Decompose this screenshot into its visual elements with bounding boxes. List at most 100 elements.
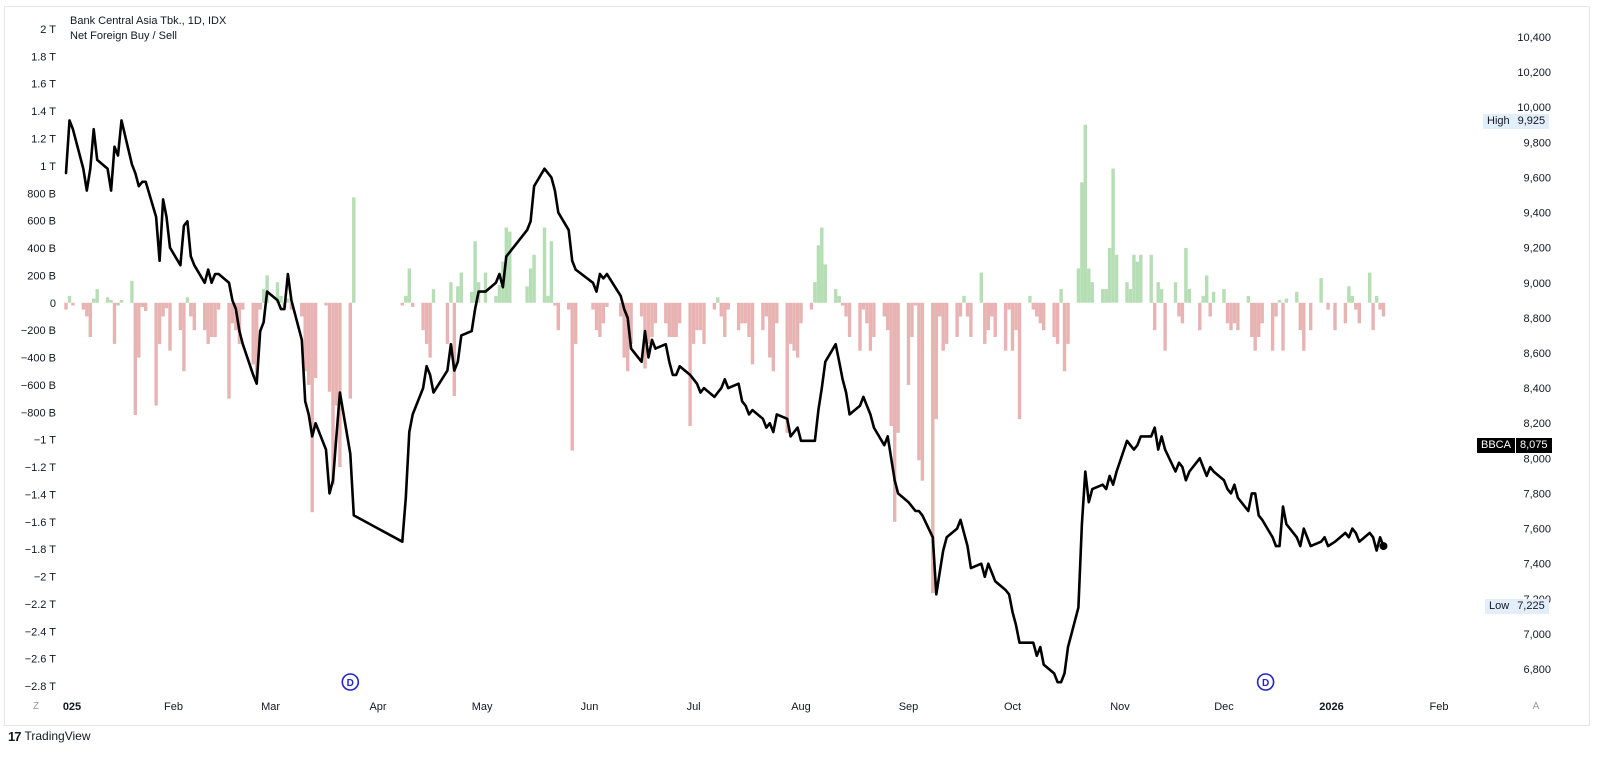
time-axis-tick-label: Apr: [369, 701, 386, 713]
flow-bar: [792, 302, 796, 351]
left-axis: 2 T 1.8 T 1.6 T 1.4 T 1.2 T 1 T 800 B 600 B 400 …: [21, 24, 56, 693]
chart-title[interactable]: Bank Central Asia Tbk., 1D, IDX: [70, 15, 227, 27]
flow-bar: [182, 302, 186, 372]
dividend-marker-label: D: [1262, 678, 1269, 689]
flow-bar: [1066, 302, 1070, 344]
flow-bar: [407, 268, 411, 303]
flow-bar: [1080, 182, 1084, 303]
time-axis-tick-label: Aug: [791, 701, 811, 713]
flow-bar: [452, 302, 456, 396]
flow-bar: [962, 295, 966, 303]
flow-bar: [1357, 302, 1361, 324]
low-badge: Low 7,225: [1485, 599, 1549, 614]
left-axis-tick-label: −1.4 T: [25, 489, 57, 501]
time-axis-tick-label: Sep: [899, 701, 919, 713]
right-axis-tick-label: 8,600: [1523, 348, 1551, 360]
flow-bar: [456, 286, 460, 303]
last-price-dot: [1379, 542, 1388, 551]
flow-bar: [303, 302, 307, 372]
flow-bar: [556, 302, 560, 331]
flow-bar: [1236, 302, 1240, 331]
flow-bar: [1274, 302, 1278, 317]
flow-bar: [1378, 302, 1382, 310]
flow-bar: [483, 272, 488, 303]
flow-bar: [206, 302, 210, 344]
flow-bar: [300, 302, 304, 317]
flow-bar: [702, 302, 706, 344]
flow-bar: [716, 297, 720, 303]
flow-bar: [1326, 302, 1330, 310]
flow-bar: [688, 302, 692, 426]
last-price-value: 8,075: [1519, 439, 1548, 451]
flow-bar: [459, 272, 463, 303]
flow-bar: [445, 302, 450, 344]
flow-bar: [137, 302, 141, 358]
flow-bar: [1201, 295, 1205, 303]
flow-bar: [1087, 268, 1091, 303]
flow-bar: [1284, 298, 1289, 303]
flow-bar: [470, 291, 474, 303]
flow-bar: [227, 302, 231, 399]
flow-bar: [1205, 275, 1209, 303]
flow-bar: [216, 302, 221, 310]
flow-bar: [1104, 289, 1108, 303]
flow-bar: [1031, 302, 1035, 310]
flow-bar: [639, 302, 644, 317]
flow-bar: [307, 302, 311, 385]
left-axis-tick-label: 0: [50, 298, 56, 310]
flow-bar: [279, 295, 283, 303]
flow-bar: [1257, 302, 1261, 337]
flow-bar: [1260, 302, 1264, 324]
time-axis-tick-label: Feb: [1430, 701, 1449, 713]
flow-bar: [130, 280, 134, 303]
flow-bar: [144, 302, 148, 311]
flow-bar: [868, 302, 873, 351]
flow-bar: [969, 302, 973, 337]
flow-bar: [570, 302, 574, 451]
flow-bar: [1302, 302, 1306, 351]
high-value: 9,925: [1517, 115, 1546, 127]
flow-bar: [629, 302, 633, 344]
left-axis-tick-label: −2 T: [34, 572, 56, 584]
flow-bar: [622, 302, 626, 358]
flow-bar: [140, 302, 144, 307]
left-axis-tick-label: 800 B: [27, 188, 56, 200]
flow-bar: [1246, 295, 1250, 303]
flow-bar: [1114, 254, 1119, 303]
dividend-marker-label: D: [347, 678, 354, 689]
flow-bar: [1076, 268, 1081, 303]
tradingview-logo-icon[interactable]: 17: [8, 728, 22, 744]
auto-scale-button[interactable]: A: [1532, 701, 1540, 712]
flow-bar: [567, 302, 571, 310]
right-axis-tick-label: 8,200: [1523, 418, 1551, 430]
last-price-badge: BBCA 8,075: [1477, 438, 1552, 453]
brand-name[interactable]: TradingView: [24, 729, 91, 743]
flow-bar: [955, 302, 959, 337]
flow-bar: [192, 302, 196, 331]
flow-bar: [913, 302, 918, 306]
flow-bar: [1250, 302, 1254, 337]
flow-bar: [965, 302, 970, 317]
flow-bar: [1211, 291, 1216, 303]
left-axis-tick-label: 2 T: [40, 24, 56, 36]
left-axis-tick-label: 400 B: [27, 243, 56, 255]
flow-bar: [185, 297, 190, 303]
flow-bar: [1062, 302, 1067, 372]
flow-bar: [1111, 168, 1115, 303]
flow-bar: [938, 302, 942, 317]
right-axis-tick-label: 10,400: [1517, 32, 1551, 44]
left-axis-tick-label: −400 B: [21, 353, 56, 365]
time-axis: 025 Feb Mar Apr May Jun Jul Aug Sep Oct Nov Dec 2026…: [63, 701, 1449, 713]
flow-bar: [920, 302, 925, 481]
flow-bar: [251, 302, 255, 365]
right-axis-tick-label: 10,000: [1517, 102, 1551, 114]
flow-bar: [157, 302, 162, 344]
zoom-toggle-button[interactable]: Z: [32, 701, 40, 712]
flow-bar: [1354, 302, 1358, 310]
time-axis-tick-label: May: [472, 701, 493, 713]
flow-bar: [334, 302, 339, 406]
flow-bar: [189, 302, 193, 317]
indicator-name[interactable]: Net Foreign Buy / Sell: [70, 30, 177, 42]
flow-bar: [508, 231, 512, 303]
